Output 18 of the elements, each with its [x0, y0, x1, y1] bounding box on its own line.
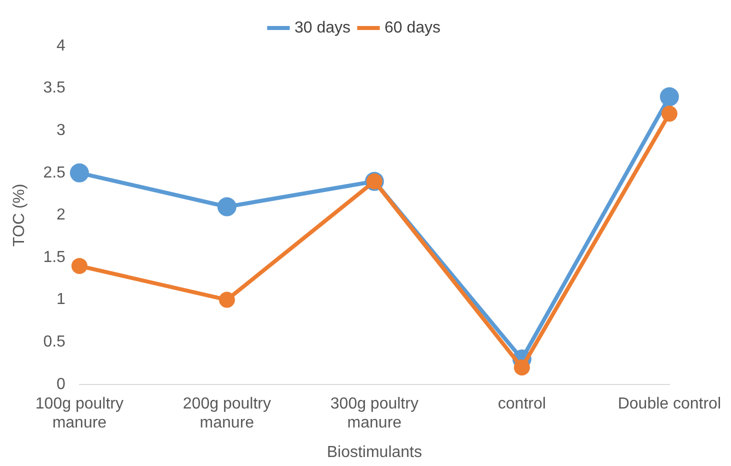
y-tick-label: 0.5: [43, 334, 66, 351]
y-tick-label: 3.5: [43, 80, 66, 97]
y-axis-title: TOC (%): [11, 184, 28, 247]
y-tick-label: 2.5: [43, 164, 66, 182]
y-tick-label: 1.5: [43, 248, 66, 266]
x-axis-title: Biostimulants: [326, 444, 422, 461]
y-tick-label: 4: [56, 37, 66, 54]
x-tick-label: 300g poultry manure: [330, 395, 418, 432]
legend-label: 30 days: [294, 19, 351, 36]
y-tick-label: 3: [56, 122, 66, 140]
x-tick-label: 100g poultry manure: [35, 395, 124, 432]
x-tick-label: control: [498, 395, 546, 412]
x-tick-label: Double control: [618, 395, 721, 412]
y-tick-label: 0: [56, 376, 66, 393]
legend-label: 60 days: [384, 19, 441, 36]
x-tick-label: 200g poultry manure: [182, 395, 271, 432]
y-tick-label: 2: [56, 206, 66, 224]
y-tick-label: 1: [56, 291, 66, 308]
